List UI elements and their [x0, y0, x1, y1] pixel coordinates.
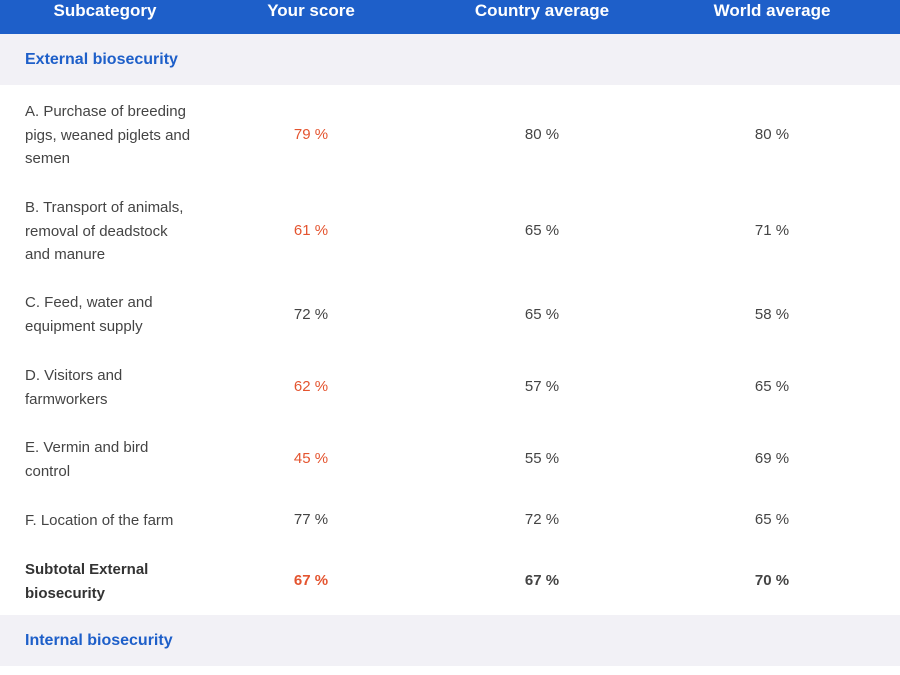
row-country-average: 57 % — [524, 378, 560, 395]
header-world-average: World average — [713, 1, 831, 20]
row-world-average: 58 % — [754, 306, 790, 323]
section-internal-biosecurity: Internal biosecurity — [0, 615, 900, 666]
table-header: Subcategory Your score Country average W… — [0, 0, 900, 34]
row-world-average: 65 % — [754, 378, 790, 395]
row-country-average: 80 % — [524, 126, 560, 143]
subtotal-your-score: 67 % — [293, 572, 329, 589]
subtotal-world-average: 70 % — [754, 572, 790, 589]
header-country-average: Country average — [474, 1, 610, 20]
row-your-score: 79 % — [293, 126, 329, 143]
row-country-average: 65 % — [524, 306, 560, 323]
header-subcategory: Subcategory — [53, 1, 157, 20]
row-your-score: 45 % — [293, 450, 329, 467]
row-your-score: 77 % — [293, 511, 329, 528]
row-subcategory: D. Visitors and farmworkers — [25, 367, 123, 408]
row-world-average: 65 % — [754, 511, 790, 528]
row-your-score: 72 % — [293, 306, 329, 323]
row-your-score: 61 % — [293, 222, 329, 239]
row-world-average: 71 % — [754, 222, 790, 239]
row-world-average: 69 % — [754, 450, 790, 467]
section-title: Internal biosecurity — [25, 632, 173, 649]
row-subcategory: A. Purchase of breeding pigs, weaned pig… — [25, 103, 191, 167]
row-country-average: 65 % — [524, 222, 560, 239]
row-subcategory: C. Feed, water and equipment supply — [25, 294, 153, 335]
row-world-average: 80 % — [754, 126, 790, 143]
row-country-average: 55 % — [524, 450, 560, 467]
row-country-average: 72 % — [524, 511, 560, 528]
row-your-score: 62 % — [293, 378, 329, 395]
subtotal-label: Subtotal External biosecurity — [25, 561, 149, 602]
row-subcategory: B. Transport of animals, removal of dead… — [25, 199, 184, 263]
section-title: External biosecurity — [25, 51, 178, 68]
row-subcategory: F. Location of the farm — [25, 512, 174, 529]
header-your-score: Your score — [267, 1, 355, 20]
section-external-biosecurity: External biosecurity — [0, 34, 900, 85]
subtotal-country-average: 67 % — [524, 572, 560, 589]
row-subcategory: E. Vermin and bird control — [25, 439, 149, 480]
